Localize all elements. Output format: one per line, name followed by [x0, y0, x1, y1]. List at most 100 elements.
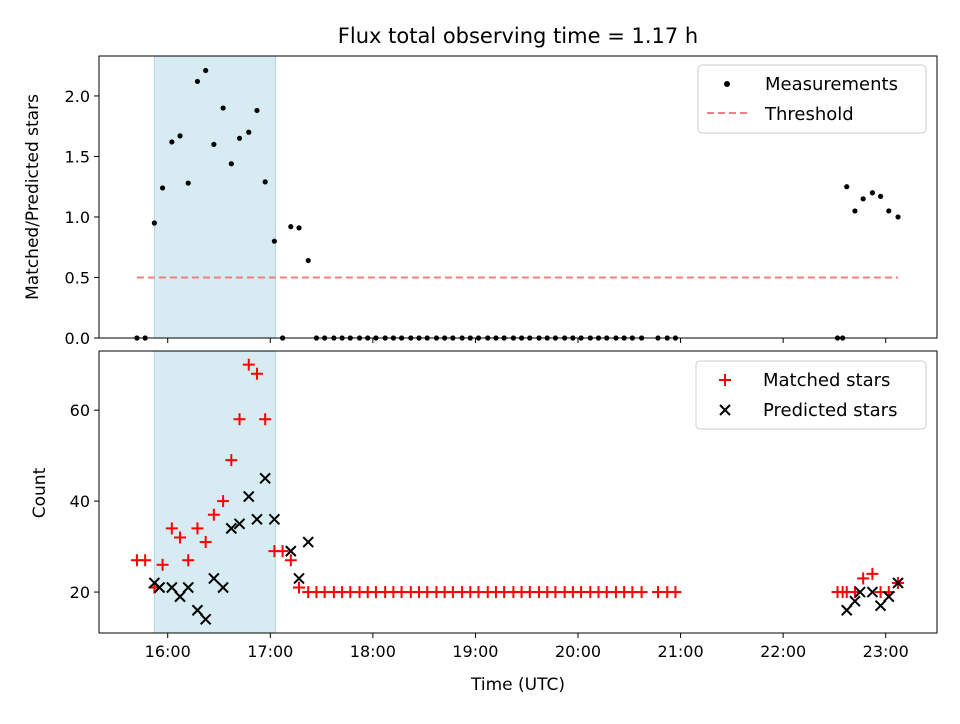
- top-y-tick-label: 1.5: [65, 147, 90, 166]
- predicted-star-point: [225, 522, 238, 535]
- measurement-point: [194, 78, 201, 85]
- bottom-legend-box: [695, 360, 927, 430]
- measurement-point: [262, 179, 268, 185]
- predicted-star-point: [243, 490, 255, 503]
- predicted-star-point: [217, 581, 229, 594]
- measurement-point: [254, 107, 260, 114]
- top-legend-box: [697, 64, 927, 134]
- top-axes-frame: [98, 55, 938, 339]
- bottom-x-tick-label: 16:00: [145, 642, 191, 661]
- top-x-ticks: [167, 338, 887, 343]
- predicted-star-point: [849, 595, 861, 607]
- bottom-shaded-interval: [153, 350, 276, 634]
- bottom-x-tick-label: 22:00: [760, 642, 806, 661]
- measurement-point: [211, 141, 217, 147]
- matched-star-point: [284, 554, 297, 567]
- matched-star-point: [259, 413, 272, 426]
- measurement-point: [271, 238, 277, 244]
- legend-matched-marker: [719, 374, 731, 386]
- matched-star-point: [250, 367, 263, 380]
- measurement-point: [203, 67, 209, 74]
- measurement-point: [305, 257, 311, 264]
- bottom-y-ticks: 20 40 60: [70, 401, 99, 602]
- top-legend: Measurements Threshold: [697, 64, 927, 134]
- legend-threshold-label: Threshold: [764, 104, 854, 125]
- bottom-x-tick-label: 21:00: [658, 642, 704, 661]
- legend-predicted-marker: [719, 404, 731, 416]
- predicted-star-point: [841, 604, 853, 616]
- matched-star-point: [866, 567, 879, 580]
- measurement-point: [236, 135, 243, 141]
- top-y-tick-label: 0.5: [65, 268, 90, 287]
- bottom-x-tick-label: 17:00: [247, 642, 293, 661]
- predicted-star-point: [874, 600, 887, 612]
- predicted-star-point: [259, 472, 271, 485]
- bottom-plot-area: [130, 350, 905, 634]
- top-y-axis-label: Matched/Predicted stars: [23, 94, 43, 300]
- bottom-panel: 20 40 60 16:00 17:00 18:00 19:00 20:00 21:00 22:…: [30, 350, 938, 695]
- predicted-star-point: [199, 613, 212, 626]
- measurement-point: [159, 185, 166, 191]
- predicted-star-point: [285, 545, 297, 557]
- measurement-point: [895, 214, 901, 220]
- measurement-point: [877, 193, 884, 199]
- matched-star-point: [242, 358, 255, 371]
- predicted-star-point: [302, 536, 314, 548]
- bottom-y-tick-label: 20: [70, 583, 90, 602]
- predicted-star-point: [883, 590, 895, 603]
- bottom-x-ticks: 16:00 17:00 18:00 19:00 20:00 21:00 22:00 23:00: [145, 633, 909, 661]
- predicted-star-point: [182, 581, 194, 594]
- predicted-star-point: [233, 518, 246, 530]
- matched-star-point: [165, 522, 178, 535]
- measurement-point: [288, 224, 294, 230]
- predicted-star-point: [866, 586, 879, 598]
- bottom-axes-frame: [98, 350, 938, 634]
- predicted-star-point: [892, 577, 904, 589]
- legend-measurements-label: Measurements: [765, 74, 898, 95]
- bottom-x-tick-label: 23:00: [863, 642, 909, 661]
- matched-star-point: [191, 522, 204, 535]
- top-series-measurements: [134, 67, 901, 341]
- matched-star-point: [182, 554, 195, 567]
- predicted-star-point: [174, 590, 186, 603]
- measurement-point: [852, 208, 858, 214]
- bottom-y-axis-label: Count: [30, 467, 50, 518]
- predicted-star-point: [153, 581, 166, 594]
- bottom-series-matched-stars: [130, 358, 905, 599]
- predicted-star-point: [191, 604, 204, 616]
- top-y-tick-label: 2.0: [65, 87, 90, 106]
- matched-star-point: [225, 454, 238, 467]
- predicted-star-point: [166, 581, 178, 594]
- matched-star-point: [293, 581, 306, 594]
- predicted-star-point: [854, 586, 866, 598]
- measurement-point: [869, 190, 875, 196]
- measurement-point: [220, 105, 226, 111]
- bottom-y-tick-label: 40: [70, 492, 90, 511]
- top-panel: 0.0 0.5 1.0 1.5 2.0 Flux total observing tim…: [23, 24, 938, 348]
- chart-title: Flux total observing time = 1.17 h: [338, 24, 698, 48]
- matched-star-point: [174, 531, 187, 544]
- matched-star-point: [139, 554, 152, 567]
- measurement-point: [860, 196, 866, 202]
- legend-matched-label: Matched stars: [763, 370, 890, 391]
- top-plot-area: [134, 55, 901, 341]
- matched-star-point: [156, 558, 169, 571]
- predicted-star-point: [208, 572, 220, 585]
- measurement-point: [228, 161, 234, 167]
- matched-star-point: [207, 508, 220, 521]
- bottom-y-tick-label: 60: [70, 401, 90, 420]
- bottom-x-tick-label: 18:00: [350, 642, 396, 661]
- matched-star-point: [276, 545, 289, 558]
- predicted-star-point: [251, 513, 263, 525]
- bottom-legend: Matched stars Predicted stars: [695, 360, 927, 430]
- legend-measurements-marker: [724, 81, 730, 87]
- measurement-point: [296, 225, 302, 231]
- measurement-point: [844, 184, 850, 190]
- measurement-point: [177, 133, 183, 139]
- predicted-star-point: [268, 513, 281, 525]
- measurement-point: [185, 180, 191, 186]
- matched-star-point: [233, 413, 246, 426]
- top-y-tick-label: 0.0: [65, 329, 90, 348]
- measurement-point: [169, 139, 175, 145]
